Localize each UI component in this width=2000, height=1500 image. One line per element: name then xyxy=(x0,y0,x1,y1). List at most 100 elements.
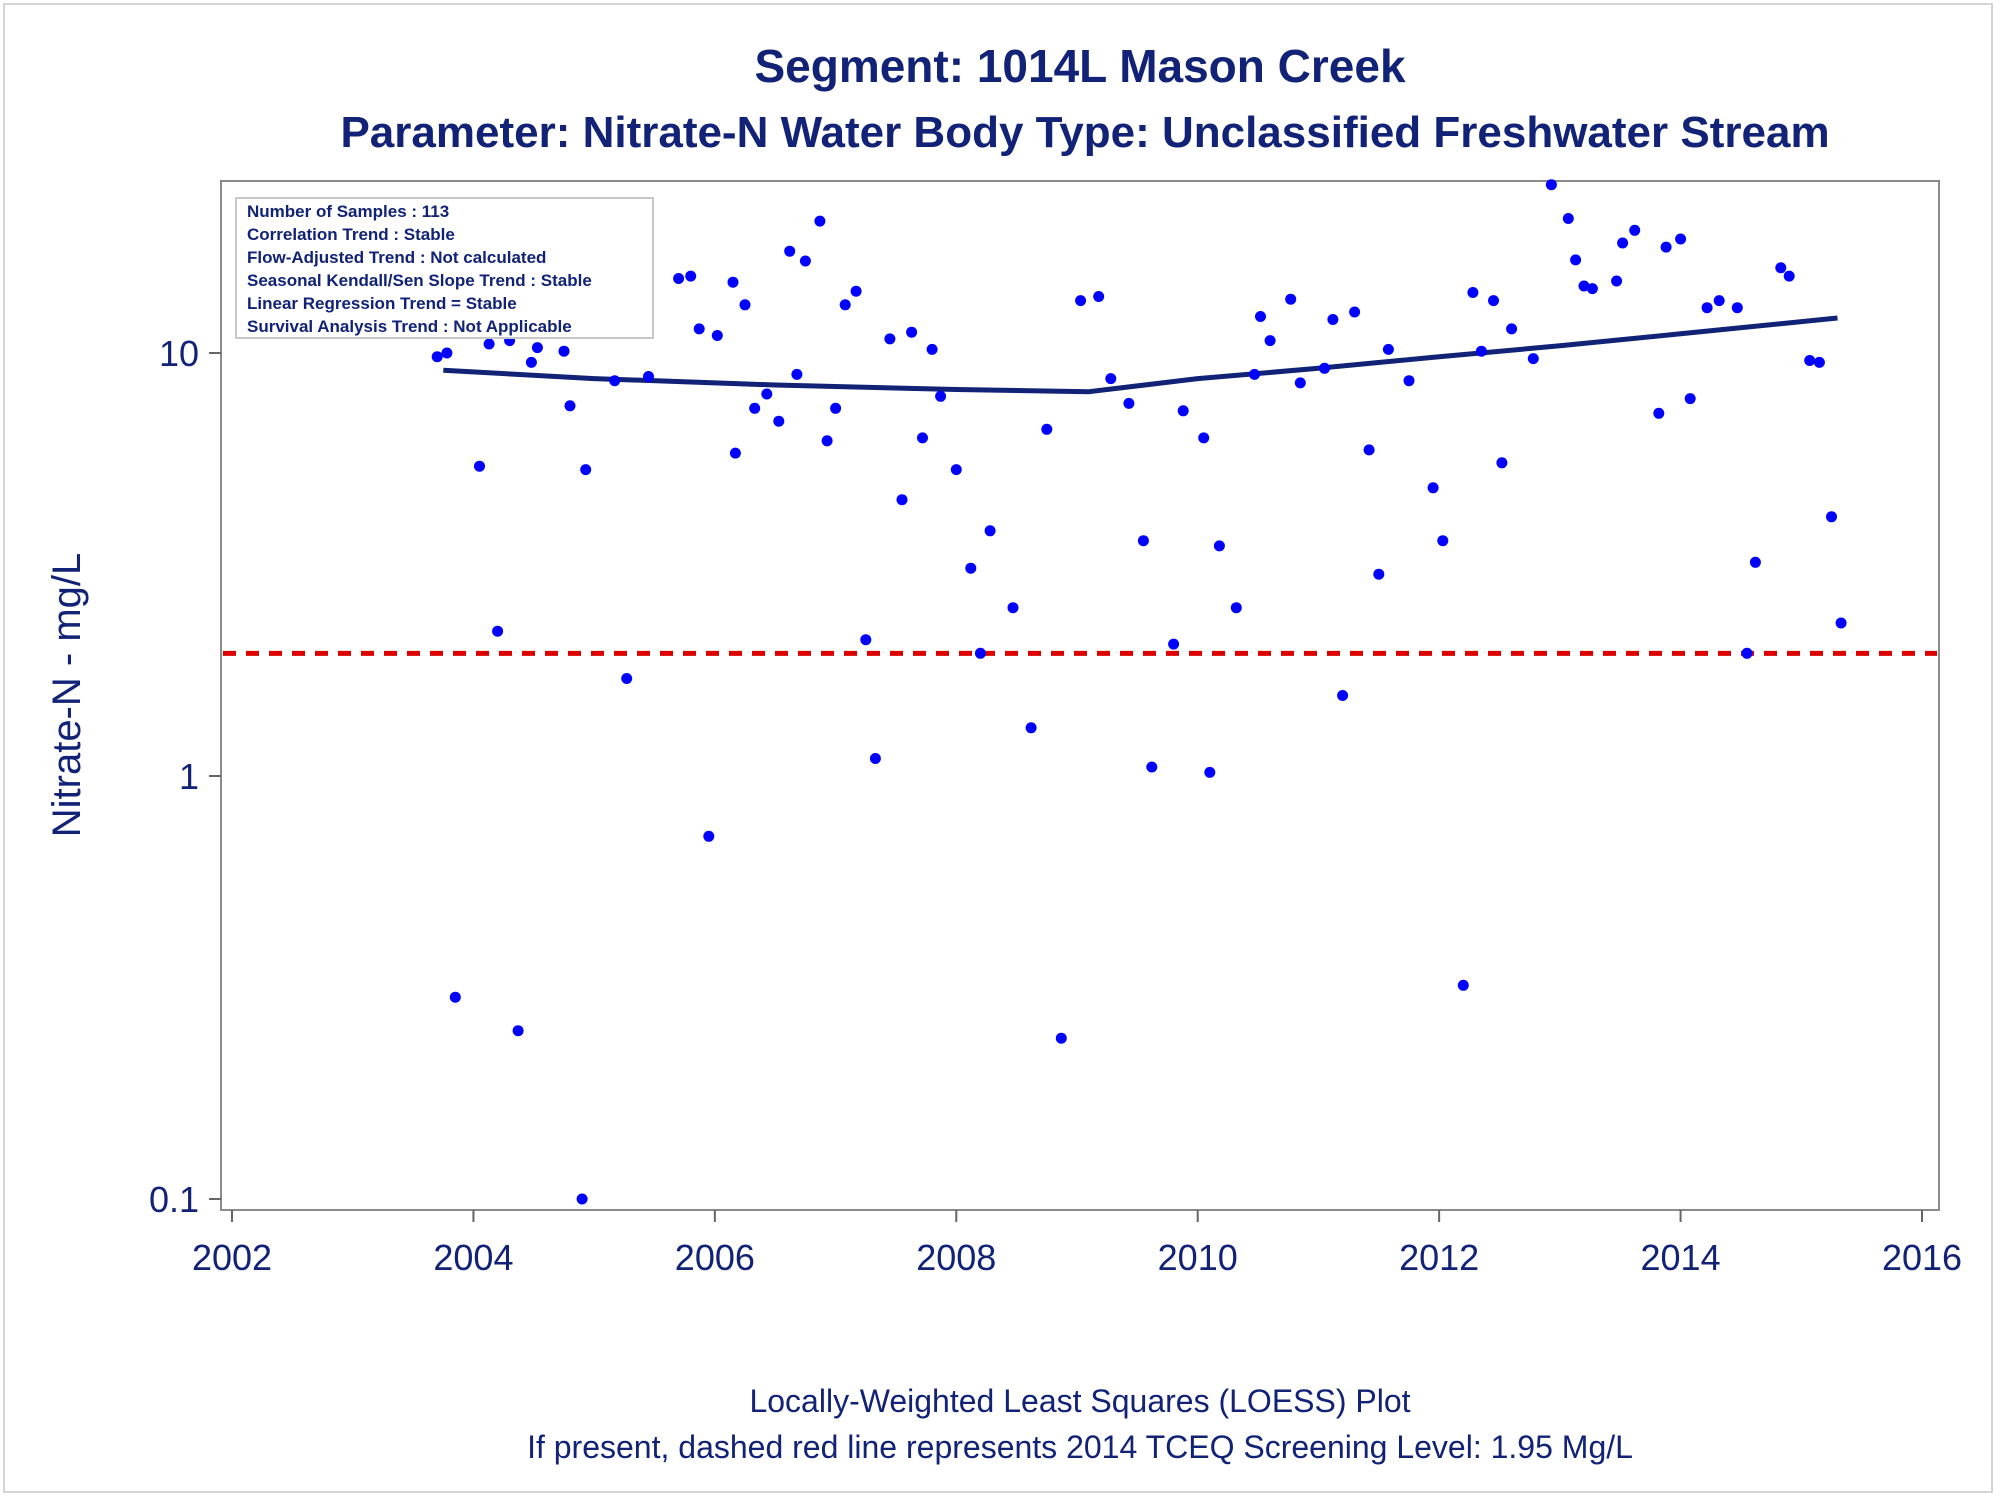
data-point xyxy=(1835,617,1847,629)
loess-trend-line xyxy=(443,315,1838,395)
data-point xyxy=(609,375,621,387)
data-point xyxy=(711,330,723,341)
data-point xyxy=(749,402,761,414)
data-point xyxy=(558,345,570,357)
y-axis-label: Nitrate-N - mg/L xyxy=(45,553,89,838)
data-point xyxy=(784,245,796,257)
x-tick-label: 2004 xyxy=(433,1237,513,1278)
footer-method-note: Locally-Weighted Least Squares (LOESS) P… xyxy=(749,1383,1410,1419)
x-tick-label: 2012 xyxy=(1399,1237,1479,1278)
data-point xyxy=(1373,568,1385,580)
trend-summary-box: Number of Samples : 113 Correlation Tren… xyxy=(235,197,654,339)
data-point xyxy=(1629,224,1641,236)
y-tick-label: 10 xyxy=(159,333,199,374)
data-point xyxy=(839,299,851,311)
data-point xyxy=(1749,556,1761,568)
data-point xyxy=(1713,295,1725,307)
data-point xyxy=(1826,511,1837,523)
chart-title: Segment: 1014L Mason Creek xyxy=(754,40,1405,92)
data-point xyxy=(673,273,685,284)
data-point xyxy=(1496,457,1508,469)
data-point xyxy=(884,333,896,345)
data-point xyxy=(1349,306,1361,318)
data-point xyxy=(1198,432,1210,444)
data-point xyxy=(1570,254,1582,266)
x-tick-label: 2006 xyxy=(675,1237,755,1278)
data-point xyxy=(1075,295,1087,307)
data-point xyxy=(1457,979,1469,991)
data-point xyxy=(727,276,739,288)
data-point xyxy=(1041,423,1053,435)
data-point xyxy=(693,323,705,335)
data-point xyxy=(1527,353,1539,365)
data-point xyxy=(531,342,543,354)
data-point xyxy=(512,1025,524,1037)
data-point xyxy=(580,464,592,476)
data-point xyxy=(1775,262,1787,274)
data-point xyxy=(1731,302,1743,314)
data-point xyxy=(1055,1032,1067,1044)
data-point xyxy=(926,343,938,355)
data-point xyxy=(906,326,918,338)
data-point xyxy=(1813,356,1825,368)
data-point xyxy=(483,338,495,350)
data-point xyxy=(1327,314,1339,325)
data-point xyxy=(773,415,785,427)
data-point xyxy=(1177,405,1189,417)
data-point xyxy=(1701,302,1713,314)
data-point xyxy=(431,351,443,363)
data-point xyxy=(564,400,576,412)
data-point xyxy=(643,371,654,382)
data-point xyxy=(492,625,504,637)
data-point xyxy=(1146,761,1158,773)
data-point xyxy=(1255,311,1266,322)
data-point xyxy=(1105,373,1117,385)
y-tick-label: 1 xyxy=(179,756,199,797)
data-point xyxy=(1204,766,1216,778)
data-point xyxy=(1294,377,1306,389)
data-point xyxy=(1007,602,1019,614)
summary-flow-adjusted-trend: Flow-Adjusted Trend : Not calculated xyxy=(247,248,546,267)
data-point xyxy=(1653,407,1665,419)
data-point xyxy=(1123,397,1135,409)
data-point xyxy=(1783,270,1795,282)
data-point xyxy=(1427,482,1439,494)
data-point xyxy=(1611,275,1623,287)
data-point xyxy=(474,460,485,472)
data-point xyxy=(1617,237,1629,249)
data-point xyxy=(1025,722,1037,734)
data-point xyxy=(1475,345,1487,357)
data-point xyxy=(917,432,928,444)
y-axis: 0.1 1 10 xyxy=(149,333,221,1220)
data-point xyxy=(1506,323,1518,335)
data-point xyxy=(525,356,537,368)
data-point xyxy=(984,525,996,537)
data-point xyxy=(729,447,741,459)
data-point xyxy=(799,255,811,267)
data-point xyxy=(1249,368,1260,380)
data-point xyxy=(1578,280,1590,292)
data-point xyxy=(1660,241,1672,253)
data-point xyxy=(850,285,862,297)
data-point xyxy=(814,215,826,227)
data-point xyxy=(821,435,833,447)
data-point xyxy=(1382,343,1394,355)
data-point xyxy=(950,464,962,476)
data-point xyxy=(576,1193,588,1205)
data-point xyxy=(1230,602,1242,614)
data-point xyxy=(1403,375,1415,387)
data-point xyxy=(1804,355,1816,366)
data-point xyxy=(965,562,977,574)
data-point xyxy=(621,673,633,684)
data-point xyxy=(761,388,773,400)
data-point xyxy=(1319,362,1330,374)
summary-survival-analysis-trend: Survival Analysis Trend : Not Applicable xyxy=(247,317,572,336)
summary-correlation-trend: Correlation Trend : Stable xyxy=(247,225,455,244)
data-point xyxy=(1467,287,1479,298)
data-point xyxy=(1337,690,1349,701)
data-point xyxy=(1684,393,1696,405)
data-point xyxy=(1213,540,1225,552)
x-axis: 2002 2004 2006 2008 2010 2012 2014 2016 xyxy=(192,1210,1962,1278)
data-point xyxy=(1285,293,1297,305)
data-point xyxy=(739,299,751,311)
